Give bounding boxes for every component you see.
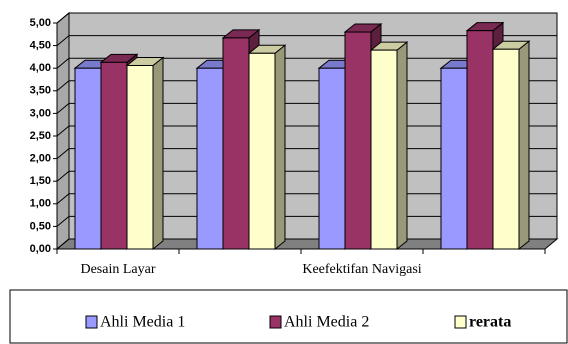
y-tick-label: 2,00 (30, 153, 51, 165)
legend-label: Ahli Media 1 (100, 314, 185, 331)
grid-line (56, 35, 557, 46)
x-tick-label: Keefektifan Navigasi (302, 262, 421, 277)
y-tick-label: 1,50 (30, 175, 51, 187)
legend-box (9, 289, 568, 344)
y-tick-label: 3,50 (30, 85, 51, 97)
x-tick-label: Desain Layar (80, 262, 155, 277)
bar (466, 30, 494, 250)
bar (222, 37, 250, 250)
bar (440, 67, 468, 250)
y-tick-label: 0,00 (30, 243, 51, 255)
y-tick-label: 4,00 (30, 62, 51, 74)
legend-label: rerata (469, 314, 511, 331)
y-tick-label: 5,00 (30, 17, 51, 29)
bar-side (152, 56, 164, 251)
bar-side (518, 40, 530, 251)
legend-label: Ahli Media 2 (284, 314, 369, 331)
legend-swatch (85, 315, 98, 329)
y-tick-label: 4,50 (30, 40, 51, 52)
bar (344, 31, 372, 250)
y-tick-label: 1,00 (30, 198, 51, 210)
bar (74, 67, 102, 250)
bar (126, 64, 154, 250)
y-tick-label: 0,50 (30, 220, 51, 232)
legend-swatch (269, 315, 282, 329)
bar (100, 61, 128, 250)
bar (248, 52, 276, 250)
y-tick-label: 2,50 (30, 130, 51, 142)
bar-side (396, 41, 408, 251)
legend-swatch (454, 315, 467, 329)
bar (492, 48, 520, 250)
bar-side (274, 44, 286, 251)
y-tick-label: 3,00 (30, 107, 51, 119)
bar (370, 49, 398, 250)
bar (196, 67, 224, 250)
bar (318, 67, 346, 250)
grid-line (56, 12, 557, 24)
